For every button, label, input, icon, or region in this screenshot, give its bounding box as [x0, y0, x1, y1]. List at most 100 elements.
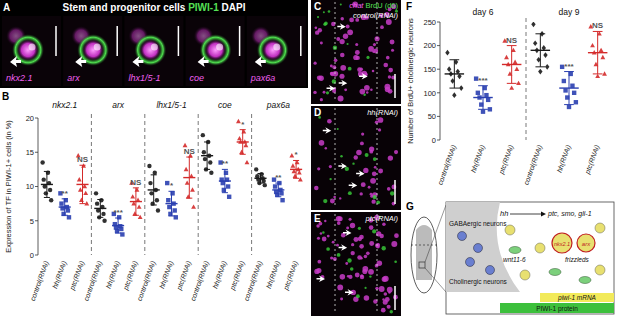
brdu-cell	[350, 267, 354, 271]
brdu-cell	[329, 178, 331, 180]
arrow	[343, 229, 352, 236]
chat-cell	[341, 17, 344, 20]
error-bar	[257, 173, 263, 183]
chat-cell	[315, 31, 319, 35]
data-point	[514, 67, 519, 71]
condition-label: ptc(RNAi)	[175, 260, 193, 292]
diagram-label: nkx2.1	[554, 241, 570, 247]
data-point	[563, 88, 567, 92]
brdu-cell	[337, 128, 339, 130]
chat-cell	[333, 196, 336, 199]
data-point	[298, 177, 303, 181]
arrow	[338, 163, 347, 170]
y-tick	[35, 220, 38, 221]
data-point	[156, 208, 160, 212]
neuron	[486, 266, 495, 275]
y-tick	[437, 140, 440, 141]
data-point	[562, 79, 566, 83]
significance-label: NS	[77, 155, 89, 164]
chat-cell	[330, 64, 333, 67]
micrograph: arx	[63, 16, 122, 86]
chat-cell	[378, 117, 384, 123]
chat-cell	[340, 274, 346, 280]
plot-area	[445, 22, 608, 114]
worm-outline	[411, 217, 437, 293]
condition-label: control(RNAi)	[29, 260, 51, 302]
y-tick-label: 200	[423, 41, 436, 50]
data-point	[237, 136, 242, 140]
condition-label: control(RNAi)	[189, 260, 211, 302]
chat-cell	[339, 39, 344, 44]
panel-letter: E	[314, 213, 321, 224]
data-point	[153, 171, 157, 175]
chat-cell	[394, 233, 399, 238]
progenitor	[509, 247, 521, 254]
chat-cell	[386, 56, 390, 60]
chat-cell	[364, 255, 368, 259]
condition-label: control(RNAi)	[136, 260, 158, 302]
brdu-cell	[373, 157, 377, 161]
chat-cell	[388, 68, 393, 73]
chat-cell	[346, 227, 349, 230]
arrow	[198, 56, 209, 67]
chat-cell	[350, 223, 355, 228]
data-point	[516, 81, 521, 85]
condition-label: ptc(RNAi)	[497, 144, 515, 176]
chat-cell	[368, 186, 371, 189]
mrna-bar	[540, 293, 614, 302]
chat-cell	[363, 168, 368, 173]
micrograph: hh(RNAi)	[311, 106, 401, 210]
data-point	[600, 55, 605, 59]
chat-cell	[359, 235, 364, 240]
group-label: pax6a	[266, 100, 290, 110]
image-background	[186, 16, 245, 86]
brdu-cell	[345, 167, 349, 171]
scale-bar	[178, 26, 180, 56]
tf-label: lhx1/5-1	[128, 73, 160, 83]
stain-label: PIWI-1	[188, 2, 221, 13]
y-tick	[35, 255, 38, 256]
data-point	[574, 100, 578, 104]
chat-cell	[347, 29, 353, 35]
y-axis-label: Expression of TF in PIWI-1+ cells (in %)	[4, 120, 13, 253]
group-label: day 9	[559, 7, 580, 17]
y-tick-label: 0	[30, 251, 34, 260]
error-bar	[478, 86, 488, 110]
chat-cell	[320, 42, 323, 45]
tf-signal	[94, 44, 101, 51]
chat-cell	[332, 241, 335, 244]
data-point	[245, 160, 250, 164]
data-point	[66, 208, 70, 212]
data-point	[130, 194, 135, 198]
brdu-cell	[322, 231, 324, 233]
panel-letter: C	[314, 1, 321, 12]
brdu-cell	[326, 247, 330, 251]
data-point	[590, 43, 595, 47]
group-separator	[251, 114, 252, 255]
chat-cell	[377, 261, 383, 267]
arrow	[339, 80, 348, 87]
arrow	[510, 214, 542, 215]
y-tick-label: 100	[423, 89, 436, 98]
chat-cell	[340, 65, 346, 71]
diagram-label: hh	[500, 209, 508, 218]
data-point	[289, 153, 294, 157]
chat-cell	[387, 287, 393, 293]
chart-0: 05101520Expression of TF in PIWI-1+ cell…	[4, 100, 303, 302]
chat-cell	[366, 91, 368, 93]
data-point	[41, 177, 45, 181]
chat-cell	[364, 295, 370, 301]
brdu-cell	[364, 287, 366, 289]
section-line	[411, 245, 437, 246]
group-label: arx	[112, 100, 125, 110]
y-tick	[437, 92, 440, 93]
scale-bar	[394, 180, 396, 204]
scale-bar	[394, 286, 396, 310]
data-point	[243, 143, 248, 147]
tf-label: arx	[67, 73, 80, 83]
data-point	[203, 157, 207, 161]
arrowhead	[541, 212, 546, 217]
chat-cell	[334, 59, 338, 63]
y-tick	[437, 116, 440, 117]
error-bar	[133, 188, 139, 215]
